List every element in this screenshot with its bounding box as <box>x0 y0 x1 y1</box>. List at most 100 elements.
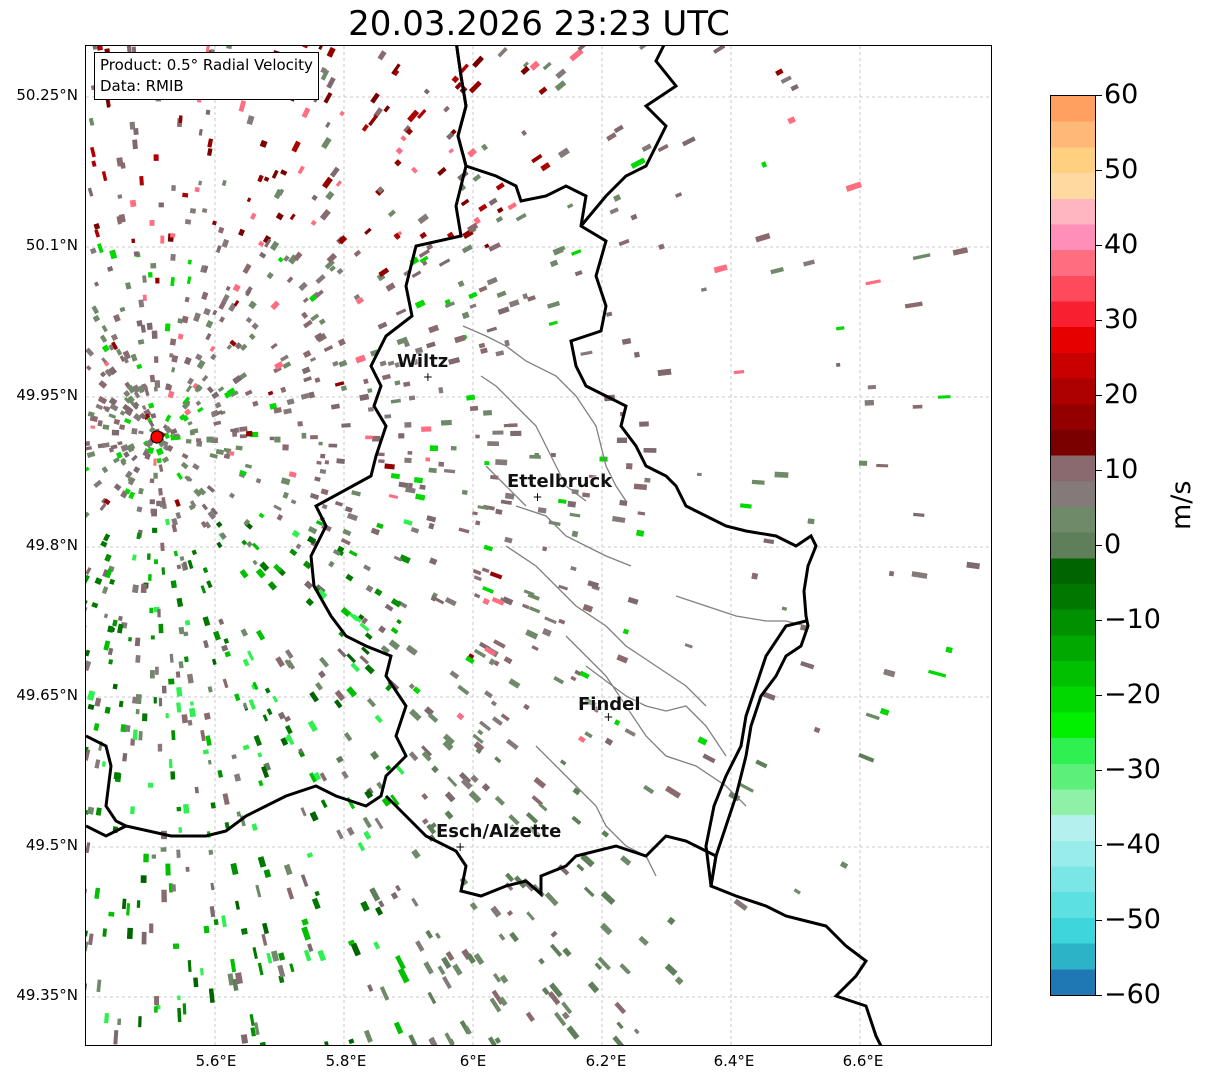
velocity-echo <box>252 400 259 407</box>
velocity-echo <box>541 628 552 637</box>
velocity-echo <box>344 506 353 513</box>
velocity-echo <box>332 360 339 367</box>
velocity-echo <box>751 572 759 580</box>
velocity-echo <box>90 425 96 429</box>
velocity-echo <box>410 166 418 174</box>
velocity-echo <box>498 933 506 941</box>
velocity-echo <box>325 190 335 201</box>
velocity-echo <box>421 751 432 762</box>
velocity-echo <box>574 270 583 277</box>
velocity-echo <box>417 213 429 225</box>
velocity-echo <box>269 240 280 251</box>
velocity-echo <box>377 186 384 194</box>
velocity-echo <box>483 544 493 552</box>
velocity-echo <box>187 559 194 570</box>
city-marker: + <box>532 490 542 504</box>
velocity-echo <box>168 678 175 685</box>
city-label-ettelbruck: Ettelbruck <box>507 471 613 492</box>
velocity-echo <box>460 198 470 207</box>
velocity-echo <box>204 521 212 529</box>
velocity-echo <box>177 995 181 1001</box>
velocity-echo <box>316 584 326 593</box>
velocity-echo <box>379 360 387 367</box>
velocity-echo <box>542 61 552 71</box>
velocity-echo <box>221 644 229 652</box>
velocity-echo <box>167 384 173 391</box>
velocity-echo <box>317 949 327 962</box>
velocity-echo <box>170 771 176 780</box>
velocity-echo <box>426 243 434 251</box>
velocity-echo <box>566 203 574 209</box>
velocity-echo <box>393 232 401 240</box>
velocity-echo <box>367 984 374 992</box>
velocity-echo <box>431 765 439 774</box>
velocity-echo <box>167 390 175 399</box>
velocity-echo <box>587 981 600 994</box>
velocity-echo <box>674 976 684 986</box>
velocity-echo <box>149 499 156 505</box>
velocity-echo <box>414 299 426 309</box>
velocity-echo <box>409 708 422 722</box>
velocity-echo <box>912 253 931 261</box>
velocity-echo <box>247 650 255 661</box>
velocity-echo <box>258 251 267 259</box>
velocity-echo <box>259 139 268 148</box>
velocity-echo <box>341 770 349 780</box>
velocity-echo <box>231 754 237 760</box>
velocity-echo <box>242 658 250 667</box>
velocity-echo <box>621 337 632 345</box>
velocity-echo <box>283 408 292 415</box>
radar-site-marker[interactable] <box>150 430 164 444</box>
velocity-echo <box>113 483 122 491</box>
velocity-echo <box>293 251 303 262</box>
velocity-echo <box>425 457 431 462</box>
velocity-echo <box>492 430 504 435</box>
velocity-echo <box>177 318 183 324</box>
colorbar-tick <box>1096 920 1102 921</box>
lon-label-5-8: 5.8°E <box>325 1052 367 1070</box>
velocity-echo <box>158 202 164 208</box>
velocity-echo <box>508 299 520 308</box>
velocity-echo <box>87 690 96 701</box>
velocity-echo <box>379 986 390 1001</box>
velocity-echo <box>509 931 519 943</box>
velocity-echo <box>444 301 456 309</box>
velocity-echo <box>337 338 346 347</box>
velocity-echo <box>153 356 159 363</box>
velocity-echo <box>246 197 252 203</box>
velocity-echo <box>484 461 490 466</box>
velocity-echo <box>189 207 197 214</box>
velocity-echo <box>117 623 124 634</box>
velocity-echo <box>132 384 141 394</box>
velocity-echo <box>364 664 375 675</box>
velocity-echo <box>496 290 507 298</box>
velocity-echo <box>316 588 328 600</box>
colorbar-tick-label: −40 <box>1104 829 1161 860</box>
velocity-echo <box>177 333 184 340</box>
velocity-echo <box>201 503 209 511</box>
velocity-echo <box>531 645 539 651</box>
velocity-echo <box>123 390 131 398</box>
radar-map[interactable]: + + + + <box>85 45 992 1046</box>
velocity-echo <box>302 297 309 304</box>
velocity-echo <box>115 451 123 459</box>
velocity-echo <box>446 131 455 140</box>
velocity-echo <box>329 265 336 272</box>
velocity-echo <box>90 146 96 158</box>
velocity-echo <box>468 80 482 94</box>
velocity-echo <box>325 121 331 128</box>
velocity-echo <box>309 357 317 363</box>
velocity-echo <box>307 525 318 535</box>
velocity-echo <box>185 384 193 393</box>
velocity-echo <box>153 386 158 392</box>
velocity-echo <box>384 603 394 612</box>
velocity-echo <box>227 973 235 986</box>
velocity-echo <box>605 311 613 317</box>
radar-map-canvas[interactable]: + + + + <box>86 46 992 1046</box>
velocity-echo <box>482 504 495 511</box>
velocity-echo <box>638 935 649 946</box>
velocity-echo <box>181 714 188 724</box>
velocity-echo <box>92 314 101 323</box>
velocity-echo <box>263 176 270 182</box>
velocity-echo <box>315 520 324 526</box>
